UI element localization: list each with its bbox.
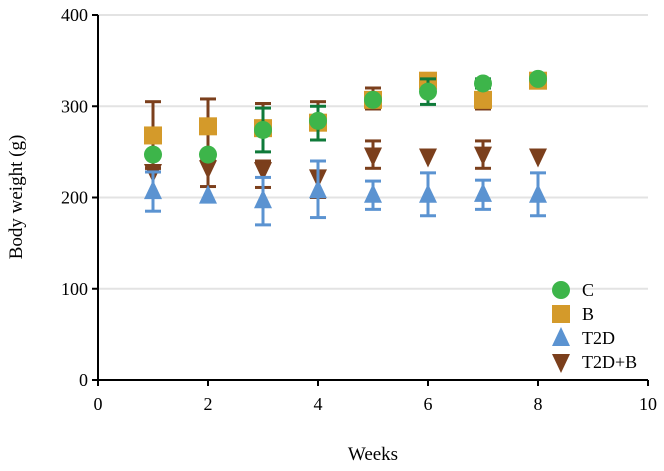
data-point-c	[144, 145, 162, 164]
y-tick-label: 200	[61, 188, 88, 208]
data-point-t2d	[364, 183, 382, 203]
data-point-t2d-b	[474, 146, 492, 166]
x-axis-label: Weeks	[348, 444, 398, 465]
data-point-c	[419, 82, 437, 101]
data-point-t2d	[474, 182, 492, 202]
data-point-t2d	[199, 184, 217, 204]
x-tick-label: 0	[94, 394, 103, 414]
y-axis-label: Body weight (g)	[6, 135, 27, 260]
data-point-t2d-b	[364, 147, 382, 167]
data-point-t2d-b	[254, 162, 272, 182]
data-point-c	[309, 111, 327, 130]
x-tick-label: 10	[639, 394, 657, 414]
data-point-c	[199, 145, 217, 164]
legend-label: T2D	[582, 328, 615, 348]
data-point-t2d	[419, 183, 437, 203]
legend-marker	[552, 281, 570, 299]
data-point-t2d-b	[529, 148, 547, 168]
legend-label: B	[582, 304, 594, 324]
data-point-b	[199, 117, 217, 136]
data-point-t2d	[144, 180, 162, 200]
legend-marker	[552, 305, 570, 323]
y-tick-label: 300	[61, 96, 88, 116]
legend-marker	[552, 354, 570, 373]
data-point-c	[529, 69, 547, 88]
data-point-c	[474, 74, 492, 93]
data-point-t2d-b	[419, 148, 437, 168]
data-point-c	[254, 120, 272, 139]
x-tick-label: 8	[534, 394, 543, 414]
y-tick-label: 100	[61, 279, 88, 299]
x-tick-label: 2	[204, 394, 213, 414]
x-tick-label: 6	[424, 394, 433, 414]
data-point-c	[364, 90, 382, 109]
y-tick-label: 400	[61, 5, 88, 25]
x-tick-label: 4	[314, 394, 323, 414]
data-point-t2d	[529, 183, 547, 203]
data-point-t2d-b	[199, 160, 217, 180]
legend-marker	[552, 327, 570, 346]
legend-label: C	[582, 280, 594, 300]
data-point-t2d	[254, 189, 272, 209]
data-point-b	[144, 126, 162, 145]
legend-label: T2D+B	[582, 352, 637, 372]
data-point-t2d	[309, 179, 327, 199]
data-point-b	[474, 90, 492, 109]
y-tick-label: 0	[79, 370, 88, 390]
